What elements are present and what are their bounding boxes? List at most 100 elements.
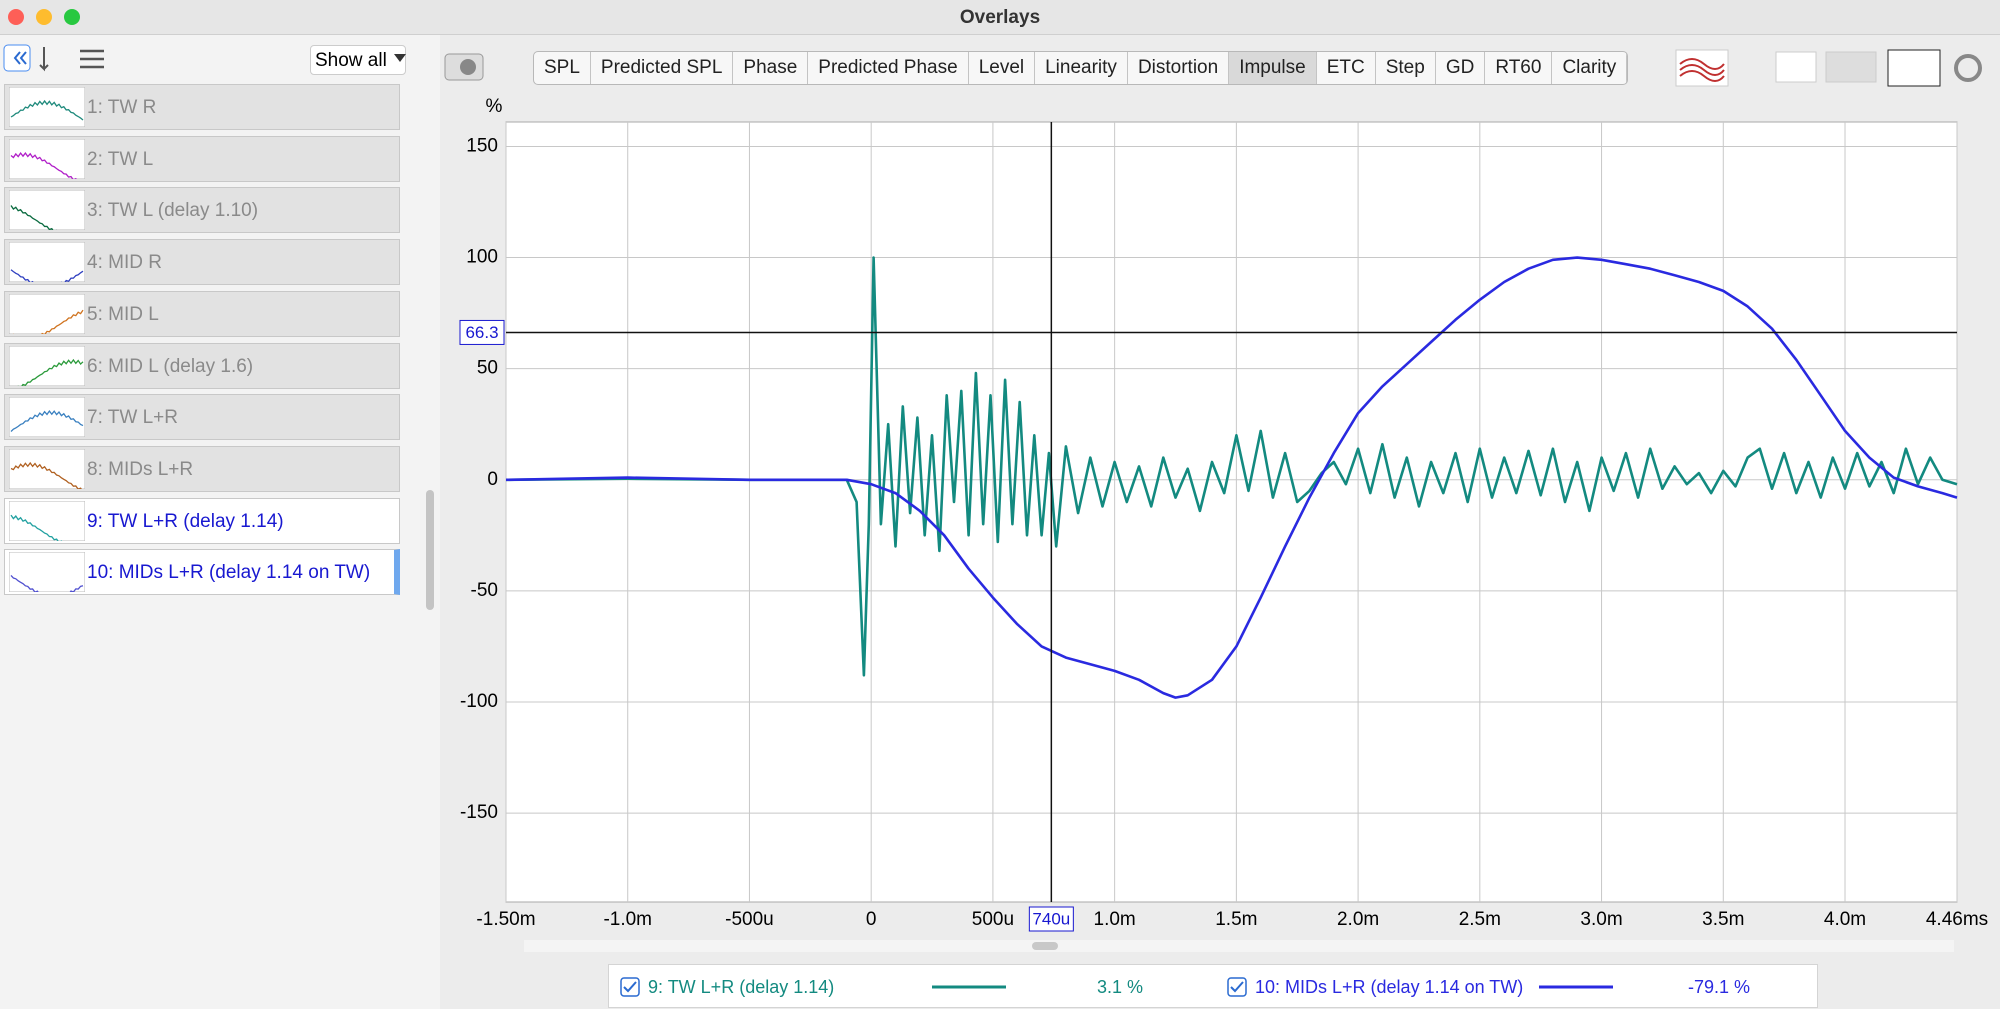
overlay-item[interactable]: 6: MID L (delay 1.6) [4,342,400,389]
y-tick-label: -150 [460,802,498,823]
item-label: 1: TW R [87,97,157,118]
tab[interactable]: Level [969,52,1036,84]
item-thumbnail [9,190,85,231]
tab[interactable]: Predicted SPL [591,52,734,84]
x-tick-label: 2.5m [1459,909,1501,930]
sidebar-scrollbar[interactable] [424,125,436,925]
x-tick-label: -500u [725,909,774,930]
item-thumbnail [9,345,85,386]
item-label: 3: TW L (delay 1.10) [87,200,259,222]
dropdown-arrow [394,54,406,62]
cursor-y-box [459,319,505,345]
thumb-trace [10,205,58,231]
x-tick-label: 3.5m [1702,909,1744,930]
close-button[interactable] [8,9,24,25]
thumb-bg [9,397,85,438]
item-thumbnail [9,397,85,438]
x-scroll-thumb[interactable] [1032,942,1058,950]
checkmark [623,981,637,993]
tab[interactable]: SPL [534,52,591,84]
thumb-trace [10,99,84,121]
legend-checkbox[interactable] [1227,977,1247,997]
overlay-item[interactable]: 9: TW L+R (delay 1.14) [4,497,400,544]
item-thumbnail [9,242,85,283]
window-title: Overlays [959,7,1041,28]
settings-button[interactable] [1954,54,1982,82]
overlay-item[interactable]: 1: TW R [4,84,400,130]
overlay-item[interactable]: 4: MID R [4,239,400,286]
collapse-button[interactable] [3,44,31,72]
item-label: 9: TW L+R (delay 1.14) [87,510,284,532]
legend: 9: TW L+R (delay 1.14) 3.1 % 10: MIDs L+R … [608,964,1818,1008]
overlay-item[interactable]: 3: TW L (delay 1.10) [4,187,400,234]
sidebar-tools [3,44,104,72]
y-tick-label: -100 [460,691,498,712]
item-label: 5: MID L [87,303,159,325]
sort-button[interactable] [39,47,49,72]
item-thumbnail [9,87,85,127]
item-label: 2: TW L [87,148,154,170]
x-tick-label: 2.0m [1337,909,1379,930]
item-thumbnail [9,552,85,593]
layout-button[interactable] [1825,51,1877,83]
tab[interactable]: Impulse [1229,52,1317,84]
tab[interactable]: Distortion [1128,52,1230,84]
thumb-trace [10,514,63,541]
y-tick-label: 0 [487,469,498,490]
tab[interactable]: ETC [1317,52,1376,84]
tab[interactable]: Predicted Phase [808,52,969,84]
plot-area [505,121,1958,903]
x-tick-label: 0 [866,909,877,930]
thumb-bg [9,448,85,489]
item-label: 4: MID R [87,252,162,274]
x-tick-label: 4.0m [1824,909,1866,930]
legend-checkbox[interactable] [620,977,640,997]
y-tick-label: 50 [477,358,498,379]
overlay-item[interactable]: 7: TW L+R [4,394,400,441]
overlay-item[interactable]: 5: MID L [4,290,400,337]
fit-button[interactable] [1887,49,1941,87]
item-label: 8: MIDs L+R [87,458,194,480]
title-bar: Overlays [0,0,2000,35]
thumb-trace [10,410,84,433]
item-thumbnail [9,293,85,334]
thumb-bg [9,87,85,127]
limits-button[interactable] [1775,51,1817,83]
x-tick-label: 3.0m [1580,909,1622,930]
y-axis-label: % [486,96,503,117]
legend-readout: -79.1 % [1688,977,1750,997]
thumb-trace [10,575,84,593]
tab-bar: SPL Predicted SPL Phase Predicted Phase Leve… [533,51,1629,85]
zoom-button[interactable] [64,9,80,25]
camera-button[interactable] [444,53,484,81]
x-scrollbar[interactable] [524,940,1954,952]
item-label: 10: MIDs L+R (delay 1.14 on TW) [87,562,371,584]
filter-dropdown[interactable]: Show all [310,45,406,75]
tab[interactable]: GD [1436,52,1486,84]
thumb-bg [9,345,85,386]
thumb-bg [9,552,85,593]
x-tick-label: -1.0m [603,909,652,930]
item-thumbnail [9,138,85,179]
trace-arrange-button[interactable] [1675,49,1729,87]
overlay-item[interactable]: 10: MIDs L+R (delay 1.14 on TW) [4,549,400,596]
legend-readout: 3.1 % [1097,977,1143,997]
menu-button[interactable] [80,49,104,69]
tab[interactable]: Phase [733,52,809,84]
cursor-y-label: 66.3 [465,323,498,342]
tab[interactable]: Step [1376,52,1436,84]
legend-label: 10: MIDs L+R (delay 1.14 on TW) [1255,977,1523,997]
x-tick-label: 4.46ms [1926,909,1988,930]
minimize-button[interactable] [36,9,52,25]
overlay-item[interactable]: 2: TW L [4,135,400,182]
sidebar: Show all 1: TW R 2: TW L 3: TW L (delay 1.… [0,35,440,1009]
tab[interactable]: Clarity [1552,52,1628,84]
tab[interactable]: Linearity [1035,52,1128,84]
overlay-item[interactable]: 8: MIDs L+R [4,445,400,492]
y-tick-label: -50 [471,580,498,601]
item-label: 6: MID L (delay 1.6) [87,355,254,377]
x-tick-label: 1.5m [1215,909,1257,930]
y-tick-label: 150 [466,135,498,156]
thumb-bg [9,242,85,283]
tab[interactable]: RT60 [1485,52,1553,84]
